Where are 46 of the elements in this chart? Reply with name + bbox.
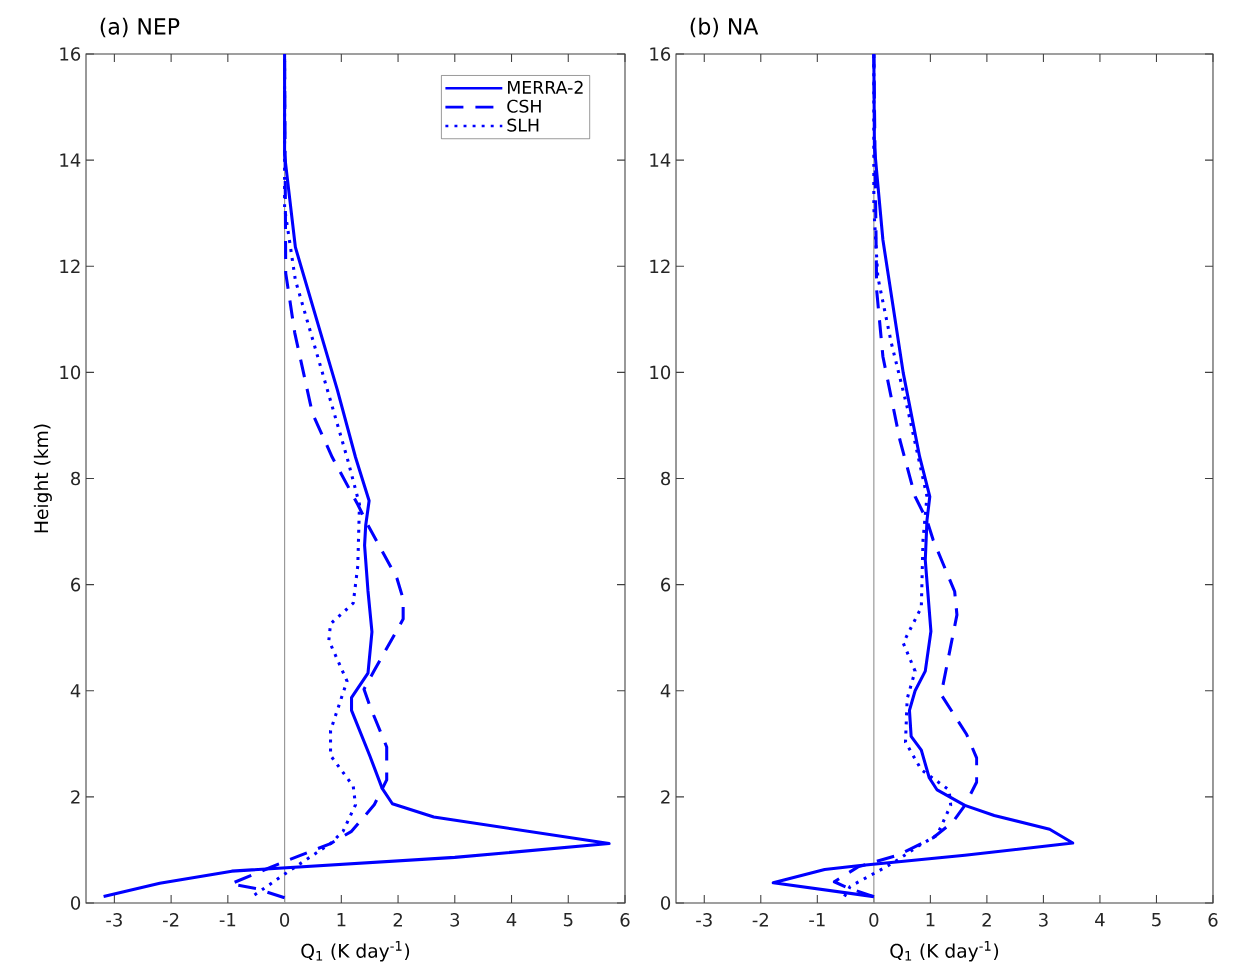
legend-label: CSH	[507, 99, 541, 113]
x-tick-label: 6	[1208, 913, 1218, 927]
x-axis-title: Q$_{1}$ (K day$^{-1}$)	[301, 941, 410, 962]
x-axis-title: Q$_{1}$ (K day$^{-1}$)	[890, 941, 999, 962]
x-tick-label: 5	[1152, 913, 1161, 927]
y-tick-label: 8	[71, 471, 81, 486]
y-tick-label: 4	[70, 684, 81, 698]
y-tick-label: 2	[661, 790, 670, 804]
y-tick-label: 12	[60, 259, 80, 273]
chart-title: (b) NA	[690, 17, 759, 38]
x-tick-label: 4	[506, 913, 517, 927]
y-tick-label: 0	[661, 896, 671, 910]
y-tick-label: 16	[60, 47, 81, 61]
y-tick-label: 8	[661, 471, 671, 486]
x-tick-label: 4	[1095, 913, 1105, 927]
x-tick-label: 6	[620, 913, 630, 927]
x-tick-label: 5	[563, 913, 573, 927]
y-tick-label: 14	[60, 153, 81, 167]
y-tick-label: 6	[71, 577, 81, 592]
x-tick-label: 0	[869, 913, 879, 927]
x-tick-label: 2	[982, 913, 991, 927]
y-tick-label: 2	[71, 790, 80, 804]
x-tick-label: 2	[393, 913, 402, 927]
x-tick-label: 3	[1039, 913, 1048, 927]
legend-label: MERRA-2	[508, 80, 583, 94]
y-tick-label: 16	[650, 47, 671, 61]
x-tick-label: 3	[450, 913, 460, 927]
x-tick-label: -3	[696, 913, 712, 927]
y-tick-label: 10	[650, 365, 671, 380]
y-tick-label: 6	[661, 577, 671, 592]
chart-title: (a) NEP	[100, 17, 180, 38]
x-tick-label: -1	[809, 913, 825, 927]
x-tick-label: 1	[337, 913, 346, 927]
x-tick-label: -2	[752, 913, 768, 927]
x-tick-label: 1	[926, 913, 935, 927]
x-tick-label: -1	[219, 913, 236, 927]
legend-label: SLH	[507, 118, 539, 132]
y-tick-label: 10	[60, 365, 81, 380]
x-tick-label: -2	[163, 913, 179, 927]
y-tick-label: 14	[650, 153, 671, 167]
y-axis-title: Height (km)	[33, 424, 52, 533]
y-tick-label: 4	[660, 684, 671, 698]
y-tick-label: 0	[71, 896, 81, 910]
x-tick-label: 0	[280, 913, 290, 927]
y-tick-label: 12	[650, 259, 670, 273]
x-tick-label: -3	[106, 913, 122, 927]
